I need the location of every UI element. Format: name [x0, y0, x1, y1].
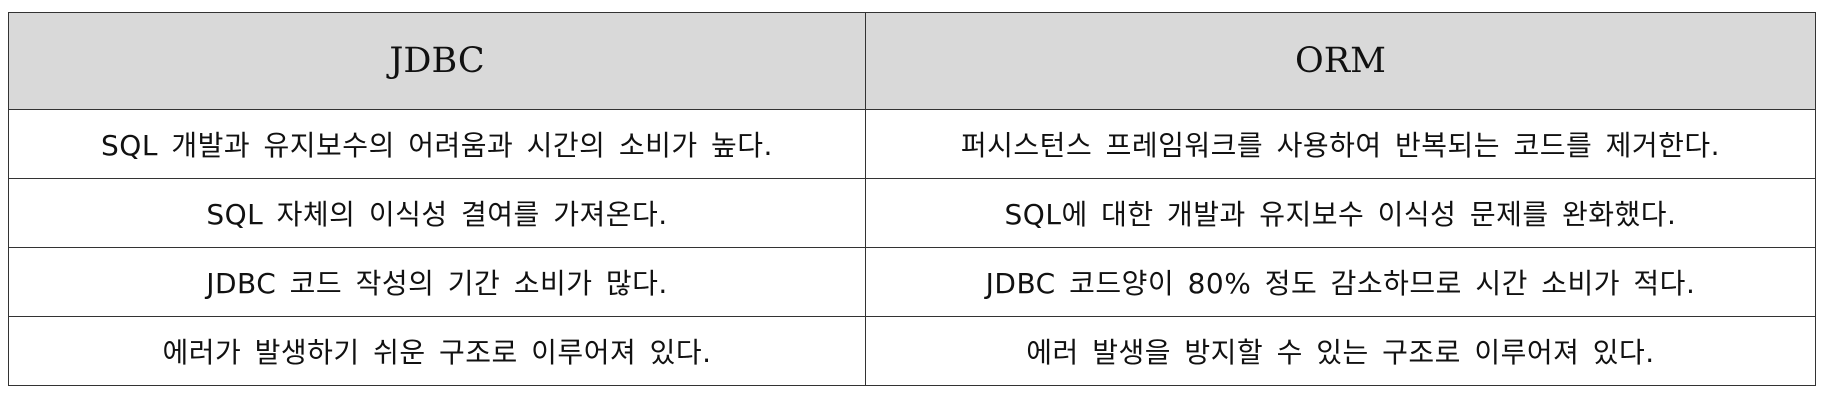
cell-jdbc: 에러가 발생하기 쉬운 구조로 이루어져 있다.	[8, 316, 866, 386]
header-jdbc: JDBC	[8, 12, 866, 110]
table-row: 에러가 발생하기 쉬운 구조로 이루어져 있다. 에러 발생을 방지할 수 있는…	[8, 316, 1816, 386]
cell-orm: SQL에 대한 개발과 유지보수 이식성 문제를 완화했다.	[865, 178, 1816, 248]
cell-orm: JDBC 코드양이 80% 정도 감소하므로 시간 소비가 적다.	[865, 247, 1816, 317]
table-row: JDBC 코드 작성의 기간 소비가 많다. JDBC 코드양이 80% 정도 …	[8, 247, 1816, 317]
cell-jdbc: SQL 개발과 유지보수의 어려움과 시간의 소비가 높다.	[8, 109, 866, 179]
comparison-table: JDBC ORM SQL 개발과 유지보수의 어려움과 시간의 소비가 높다. …	[8, 12, 1816, 386]
cell-jdbc: SQL 자체의 이식성 결여를 가져온다.	[8, 178, 866, 248]
table-row: SQL 자체의 이식성 결여를 가져온다. SQL에 대한 개발과 유지보수 이…	[8, 178, 1816, 248]
cell-orm: 퍼시스턴스 프레임워크를 사용하여 반복되는 코드를 제거한다.	[865, 109, 1816, 179]
table-row: SQL 개발과 유지보수의 어려움과 시간의 소비가 높다. 퍼시스턴스 프레임…	[8, 109, 1816, 179]
cell-jdbc: JDBC 코드 작성의 기간 소비가 많다.	[8, 247, 866, 317]
header-orm: ORM	[865, 12, 1816, 110]
cell-orm: 에러 발생을 방지할 수 있는 구조로 이루어져 있다.	[865, 316, 1816, 386]
header-row: JDBC ORM	[8, 12, 1816, 110]
